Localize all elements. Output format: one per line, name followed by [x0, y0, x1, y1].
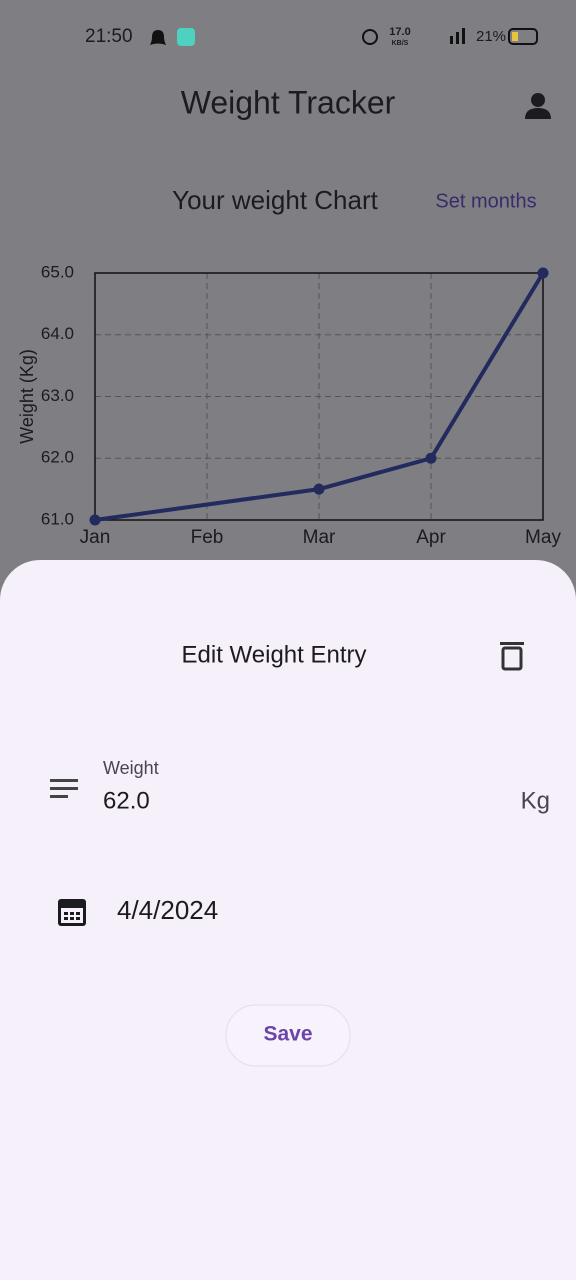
save-label: Save — [263, 1023, 312, 1046]
save-button-bg — [225, 1004, 351, 1067]
status-time: 21:50 — [85, 26, 133, 47]
trash-icon — [500, 642, 524, 645]
x-tick-label: Apr — [416, 527, 446, 548]
y-tick-label: 63.0 — [41, 386, 74, 405]
point — [537, 267, 549, 279]
snapchat-icon — [150, 30, 166, 45]
plot-frame — [94, 272, 544, 521]
notes-icon — [50, 779, 78, 798]
line-icon — [50, 795, 68, 798]
calendar-face — [61, 908, 83, 923]
y-tick-label: 62.0 — [41, 448, 74, 467]
x-tick-label: Mar — [303, 527, 336, 548]
weight-input[interactable]: 62.0 — [103, 787, 150, 814]
calendar-icon — [58, 899, 86, 926]
calendar-day — [70, 917, 74, 920]
y-tick-label: 64.0 — [41, 324, 74, 343]
signal-icon — [450, 36, 453, 44]
alarm-icon — [362, 29, 378, 45]
y-tick-label: 65.0 — [41, 262, 74, 281]
app-title: Weight Tracker — [181, 84, 396, 120]
point — [425, 452, 437, 464]
x-tick-label: May — [525, 527, 561, 548]
trash-icon — [501, 646, 523, 671]
profile-icon — [525, 108, 551, 119]
battery-level — [512, 32, 518, 41]
line-icon — [50, 779, 78, 782]
point — [313, 483, 325, 495]
signal-icon — [456, 32, 459, 44]
y-axis-label: Weight (Kg) — [17, 349, 37, 444]
net-speed: 17.0 — [389, 26, 410, 38]
profile-button[interactable] — [525, 93, 551, 119]
bottom-sheet — [0, 560, 576, 1280]
chart: Weight (Kg) 61.0 62.0 63.0 64.0 65.0 Jan Feb Mar… — [17, 262, 562, 548]
calendar-day — [70, 912, 74, 915]
x-tick-label: Jan — [80, 527, 111, 548]
sheet-title: Edit Weight Entry — [182, 641, 367, 668]
net-unit: KB/S — [392, 40, 409, 47]
calendar-day — [76, 912, 80, 915]
battery-icon — [508, 28, 538, 45]
calendar-day — [76, 917, 80, 920]
calendar-day — [64, 912, 68, 915]
set-months-button[interactable]: Set months — [435, 190, 536, 212]
line-icon — [50, 787, 78, 790]
calendar-day — [64, 917, 68, 920]
date-field[interactable]: 4/4/2024 — [117, 895, 218, 925]
x-tick-label: Feb — [191, 527, 224, 548]
save-button[interactable]: Save — [225, 1004, 351, 1067]
delete-button[interactable] — [500, 642, 524, 671]
app-icon — [177, 28, 195, 46]
chart-title: Your weight Chart — [172, 185, 378, 215]
signal-icon — [462, 28, 465, 44]
y-tick-label: 61.0 — [41, 509, 74, 528]
unit-suffix: Kg — [521, 787, 550, 814]
weight-label: Weight — [103, 758, 159, 778]
point — [89, 514, 101, 526]
profile-icon — [531, 93, 545, 107]
line — [94, 271, 545, 522]
battery-text: 21% — [476, 28, 506, 45]
